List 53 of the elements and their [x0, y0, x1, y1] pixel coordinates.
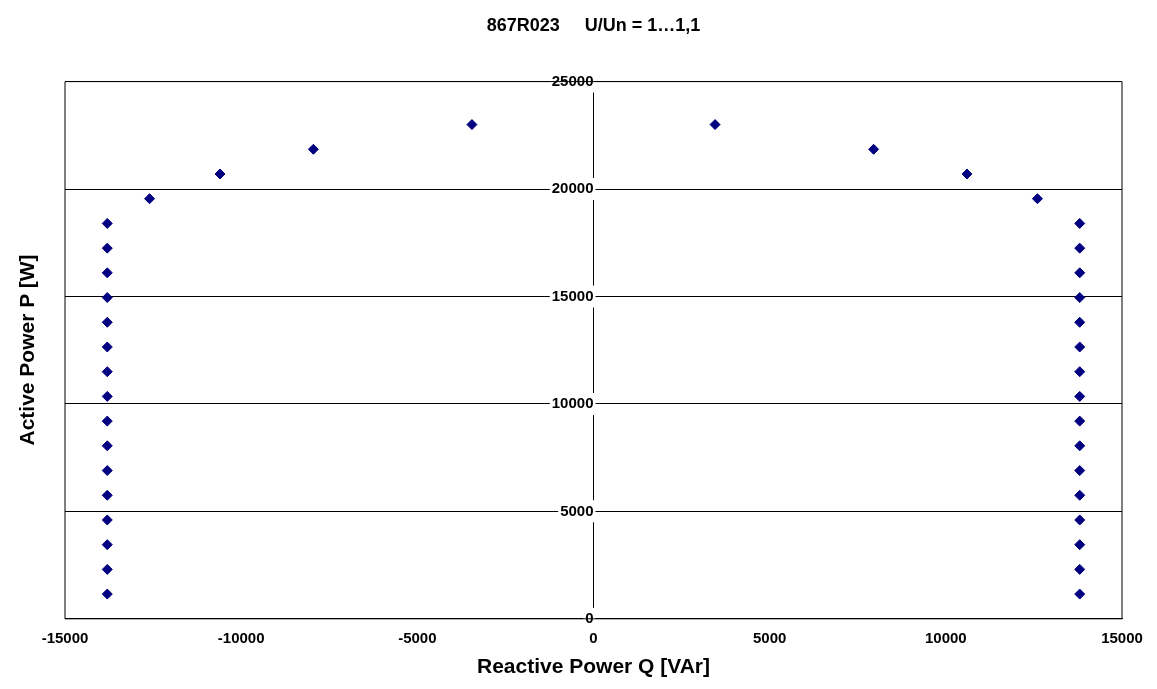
point — [144, 193, 156, 205]
point — [1074, 514, 1086, 526]
y-tick-label: 15000 — [551, 286, 594, 304]
point — [1074, 489, 1086, 501]
point — [101, 390, 113, 402]
point — [101, 489, 113, 501]
x-tick-label: -10000 — [217, 628, 265, 646]
point — [1074, 292, 1086, 304]
point — [101, 415, 113, 427]
point — [101, 267, 113, 279]
point — [1074, 267, 1086, 279]
y-tick-label: 5000 — [560, 501, 594, 519]
point — [101, 440, 113, 452]
point — [1074, 440, 1086, 452]
point — [101, 588, 113, 600]
point — [1074, 242, 1086, 254]
point — [101, 465, 113, 477]
y-axis-title: Active Power P [W] — [15, 254, 40, 446]
point — [101, 316, 113, 328]
point — [1074, 366, 1086, 378]
x-tick-label: -15000 — [41, 628, 89, 646]
point — [101, 217, 113, 229]
point — [1031, 193, 1043, 205]
y-tick-label: 10000 — [551, 394, 594, 412]
point — [101, 292, 113, 304]
point — [101, 514, 113, 526]
point — [101, 366, 113, 378]
point — [214, 168, 226, 180]
point — [1074, 316, 1086, 328]
point — [709, 119, 721, 131]
point — [1074, 217, 1086, 229]
y-tick-label: 20000 — [551, 179, 594, 197]
x-axis-title: Reactive Power Q [VAr] — [476, 654, 711, 678]
x-tick-label: 15000 — [1101, 628, 1143, 646]
x-tick-label: 10000 — [924, 628, 967, 646]
point — [101, 341, 113, 353]
point — [466, 119, 478, 131]
point — [101, 242, 113, 254]
point — [101, 539, 113, 551]
point — [1074, 539, 1086, 551]
point — [101, 563, 113, 575]
point — [961, 168, 973, 180]
x-tick-label: 5000 — [752, 628, 787, 646]
point — [1074, 390, 1086, 402]
point — [1074, 465, 1086, 477]
point — [1074, 563, 1086, 575]
point — [1074, 415, 1086, 427]
point — [1074, 341, 1086, 353]
point — [1074, 588, 1086, 600]
point — [868, 143, 880, 155]
x-tick-label: -5000 — [398, 628, 437, 646]
chart-title: 867R023 U/Un = 1…1,1 — [486, 14, 701, 35]
point — [307, 143, 319, 155]
